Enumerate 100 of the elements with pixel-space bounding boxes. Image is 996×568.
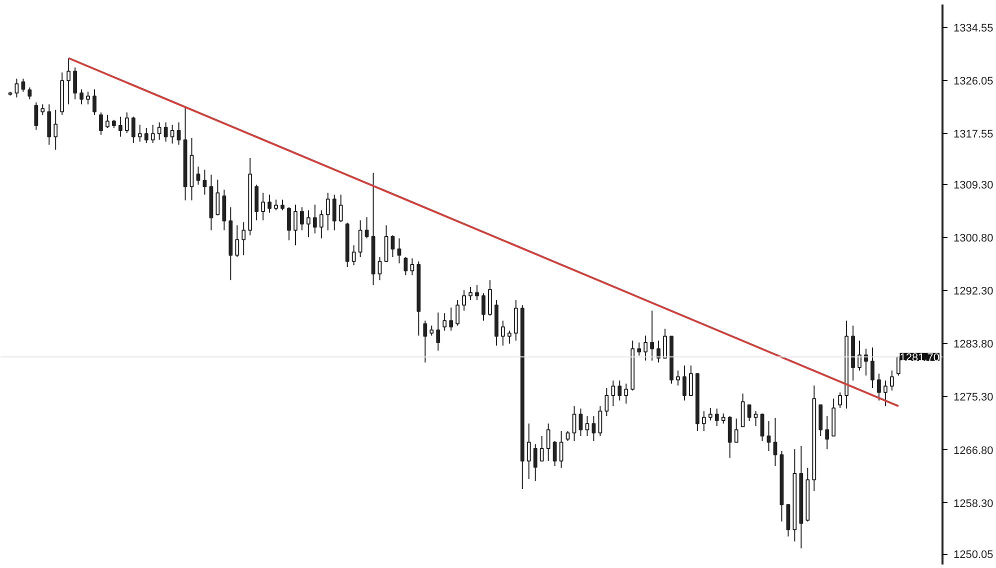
candlestick — [131, 116, 136, 144]
y-tick-label: 1250.05 — [954, 549, 994, 562]
candlestick — [390, 234, 395, 258]
candlestick — [611, 380, 616, 407]
candlestick — [734, 418, 738, 443]
candlestick — [176, 122, 181, 146]
candlestick — [604, 388, 609, 417]
candlestick — [552, 440, 557, 466]
candlestick — [430, 325, 434, 336]
candlestick — [235, 224, 240, 258]
candlestick — [585, 416, 590, 437]
candlestick — [475, 284, 479, 301]
candlestick — [572, 406, 576, 442]
candlestick — [721, 413, 726, 424]
candlestick — [468, 286, 472, 301]
candlestick — [676, 370, 680, 386]
candlestick — [578, 408, 583, 437]
candlestick — [702, 410, 706, 432]
candlestick — [268, 194, 272, 214]
candlestick — [546, 423, 550, 462]
candlestick — [124, 112, 129, 134]
candlestick — [566, 430, 570, 442]
candlestick — [482, 292, 486, 322]
candlestick — [274, 199, 278, 211]
y-tick-label: 1275.30 — [954, 392, 994, 404]
candlestick — [157, 122, 162, 140]
candlestick — [294, 204, 298, 246]
candlestick — [838, 392, 842, 408]
candlestick — [533, 444, 538, 482]
candlestick — [92, 88, 96, 116]
candlestick — [442, 312, 447, 332]
y-tick-label: 1283.80 — [954, 338, 994, 351]
y-tick-label: 1258.30 — [954, 498, 994, 510]
candlestick — [150, 124, 155, 144]
y-tick-label: 1309.30 — [954, 180, 994, 192]
candlestick — [656, 340, 660, 363]
candlestick — [261, 192, 266, 221]
candlestick — [196, 166, 200, 186]
candlestick — [825, 416, 830, 450]
candlestick — [423, 320, 428, 363]
candlestick — [80, 88, 84, 105]
candlestick — [708, 407, 712, 421]
candlestick — [397, 238, 402, 264]
candlestick — [106, 114, 110, 128]
candlestick — [747, 404, 752, 422]
candlestick — [118, 116, 122, 138]
candlestick — [378, 256, 382, 281]
candlestick — [644, 335, 648, 362]
candlestick — [896, 356, 900, 376]
y-tick-label: 1300.80 — [954, 232, 994, 245]
candlestick — [170, 124, 174, 144]
candlestick — [500, 320, 505, 346]
candlestick — [682, 365, 686, 401]
candlestick — [319, 210, 324, 239]
candlestick — [242, 222, 246, 256]
candlestick — [592, 416, 596, 442]
candlestick — [714, 408, 719, 427]
y-tick-label: 1326.05 — [954, 75, 994, 88]
candlestick — [410, 258, 414, 276]
candlestick — [138, 124, 142, 142]
candlestick — [202, 169, 207, 196]
candlestick — [688, 365, 693, 396]
candlestick — [663, 328, 667, 359]
candlestick — [332, 194, 336, 231]
candlestick — [456, 300, 460, 326]
candlestick — [650, 310, 654, 362]
candlestick — [144, 127, 148, 144]
y-tick-label: 1266.80 — [954, 444, 994, 457]
candlestick — [28, 86, 32, 100]
candlestick — [14, 78, 19, 98]
candlestick — [312, 204, 317, 234]
candlestick — [858, 340, 862, 372]
candlestick — [364, 216, 369, 239]
candlestick — [598, 406, 602, 437]
candlestick — [34, 102, 38, 130]
candlestick — [766, 420, 771, 452]
candlestick — [449, 307, 454, 332]
candlestick — [352, 244, 356, 266]
candlestick — [358, 220, 362, 258]
candlestick — [436, 312, 440, 352]
candlestick — [86, 91, 90, 105]
candlestick — [404, 256, 408, 276]
candlestick — [54, 109, 58, 150]
y-tick-label: 1292.30 — [954, 286, 994, 298]
candlestick — [883, 380, 888, 407]
y-tick-label: 1317.55 — [954, 128, 994, 140]
candlestick — [559, 430, 564, 468]
candlestick — [877, 373, 881, 401]
candlestick — [637, 342, 642, 356]
candlestick — [526, 423, 531, 480]
candlestick — [338, 194, 343, 223]
candlestick — [216, 179, 220, 216]
candlestick — [540, 436, 544, 462]
ref-line-label: 1281.70 — [900, 352, 940, 364]
candlestick — [890, 370, 894, 392]
candlestick — [280, 199, 284, 211]
candlestick — [287, 206, 291, 241]
candlestick — [73, 66, 78, 100]
candlestick — [754, 410, 758, 427]
candlestick — [462, 290, 466, 312]
